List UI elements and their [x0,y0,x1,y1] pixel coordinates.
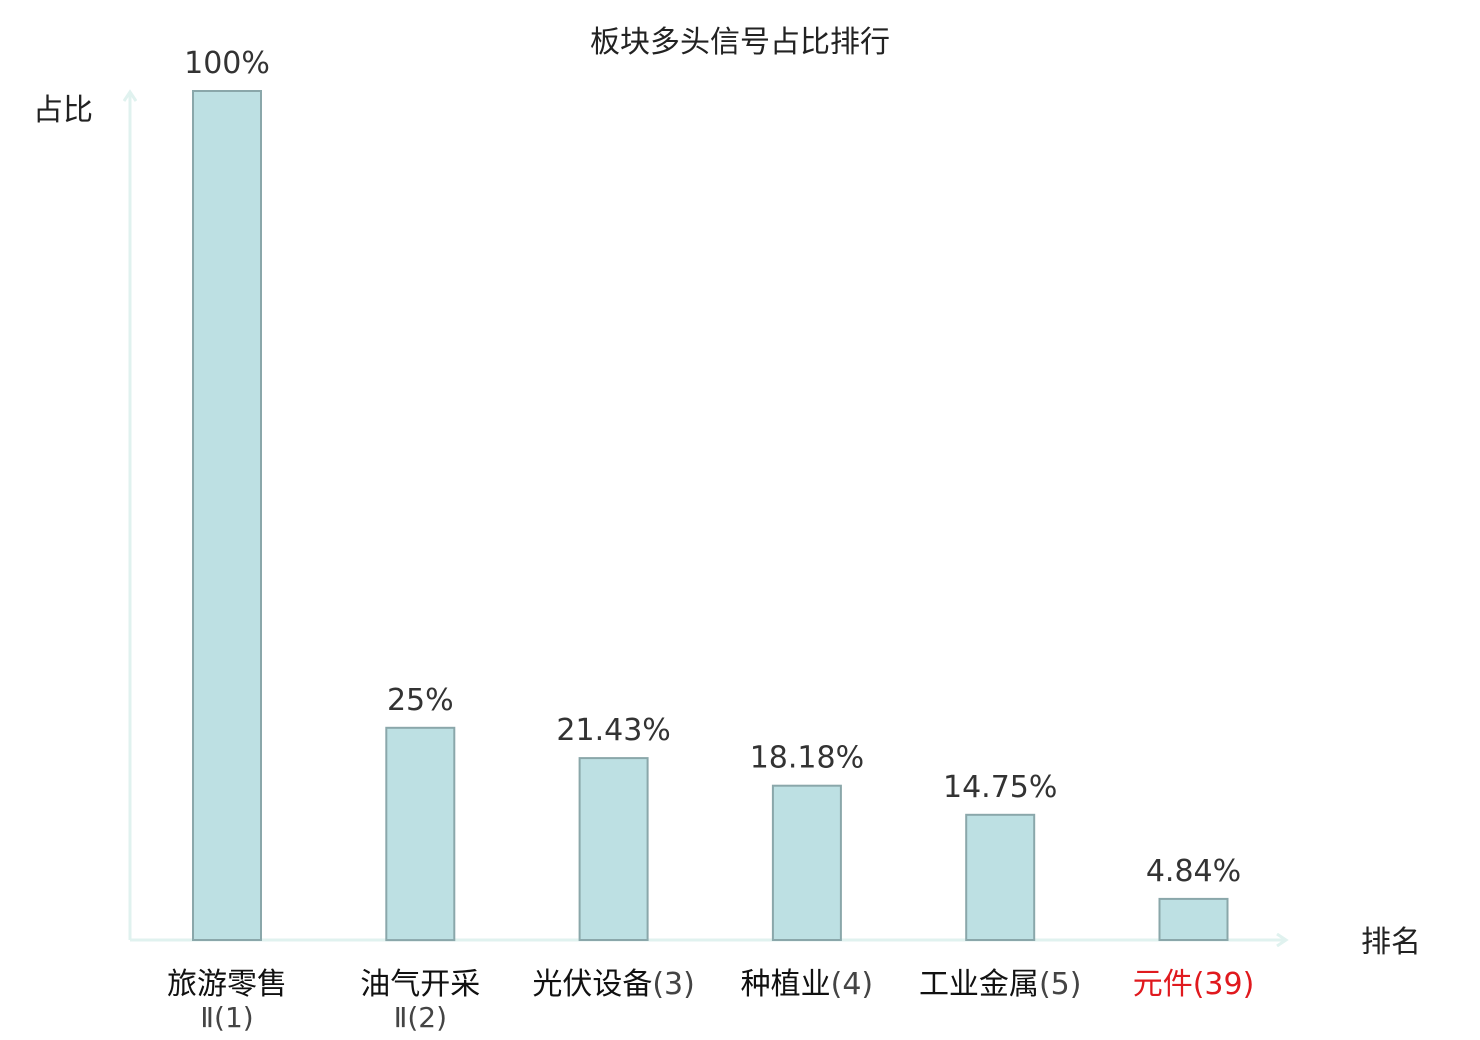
value-label-5: 14.75% [943,770,1057,805]
value-label-2: 25% [387,683,454,718]
category-label-5: 工业金属(5) [919,967,1081,1002]
bar-1 [192,90,262,941]
category-label-2: 油气开采 Ⅱ(2) [360,967,480,1034]
value-label-4: 18.18% [750,741,864,776]
bar-5 [965,813,1036,941]
category-label-1: 旅游零售 Ⅱ(1) [167,967,287,1034]
bar-4 [771,784,842,942]
bar-2 [385,726,456,942]
value-labels-layer: 100% 25% 21.43% 18.18% 14.75% 4.84% [184,46,1241,889]
value-label-3: 21.43% [556,713,670,748]
bar-3 [578,757,649,941]
category-label-6: 元件(39) [1133,967,1255,1002]
category-label-3: 光伏设备(3) [532,967,695,1002]
chart-title: 板块多头信号占比排行 [590,25,890,60]
bars-layer [192,90,1229,942]
value-label-6: 4.84% [1146,854,1241,889]
category-label-4: 种植业(4) [741,967,874,1002]
bar-6 [1158,897,1229,942]
value-label-1: 100% [184,46,270,81]
y-axis-label: 占比 [33,93,93,128]
category-labels-layer: 旅游零售 Ⅱ(1) 油气开采 Ⅱ(2) 光伏设备(3) 种植业(4) 工业金属(5) 元件(3… [167,967,1254,1034]
x-axis-label: 排名 [1361,925,1421,960]
